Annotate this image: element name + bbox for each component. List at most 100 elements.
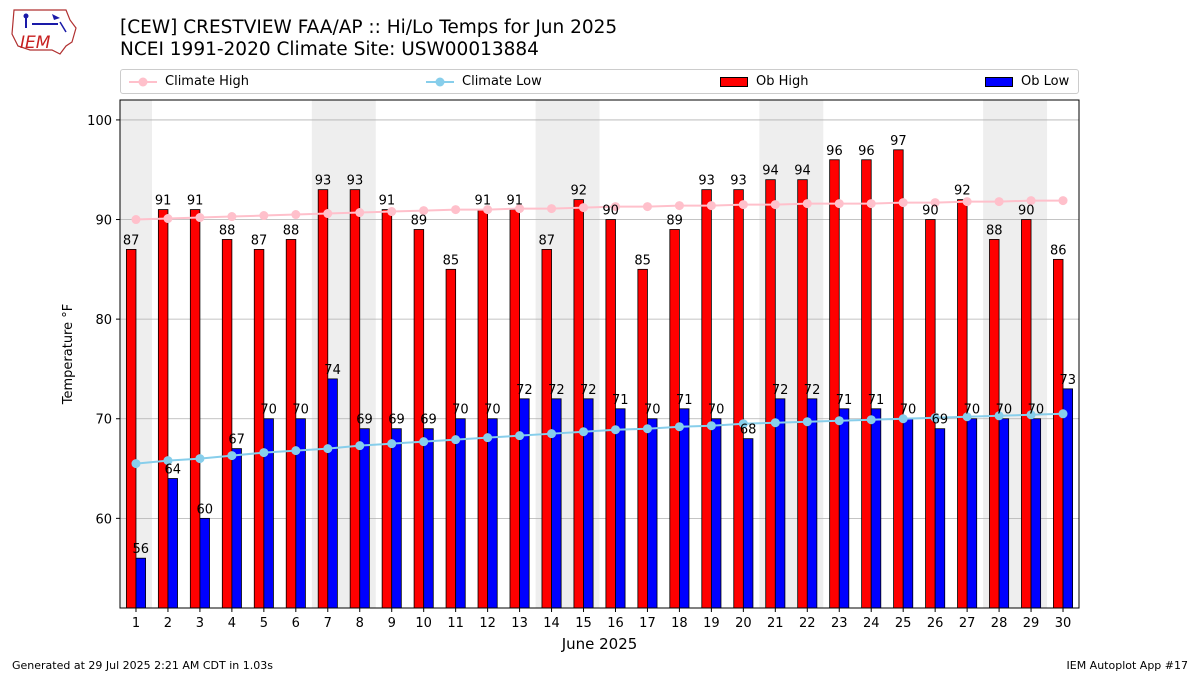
ob-high-value-label: 91 bbox=[187, 194, 204, 209]
ob-low-value-label: 67 bbox=[228, 433, 245, 448]
x-tick-label: 20 bbox=[735, 616, 752, 631]
bars bbox=[125, 149, 1074, 609]
x-tick-label: 10 bbox=[415, 616, 432, 631]
x-tick-label: 21 bbox=[767, 616, 784, 631]
legend-climate-low-label: Climate Low bbox=[462, 74, 542, 89]
x-tick-label: 18 bbox=[671, 616, 688, 631]
x-axis-label: June 2025 bbox=[561, 635, 638, 653]
ob-high-value-label: 91 bbox=[507, 194, 524, 209]
ob-low-bar bbox=[679, 408, 690, 609]
ob-high-swatch-icon bbox=[720, 76, 748, 87]
x-tick-label: 24 bbox=[863, 616, 880, 631]
ob-low-value-label: 60 bbox=[196, 502, 213, 517]
climate-high-point bbox=[515, 204, 525, 214]
gridlines bbox=[120, 119, 1079, 519]
climate-low-point bbox=[451, 435, 461, 445]
ob-high-value-label: 87 bbox=[538, 233, 555, 248]
app-credit: IEM Autoplot App #17 bbox=[1066, 659, 1189, 672]
x-tick-label: 23 bbox=[831, 616, 848, 631]
ob-low-bar bbox=[519, 398, 530, 609]
ob-high-value-label: 90 bbox=[602, 204, 619, 219]
x-tick-label: 2 bbox=[164, 616, 172, 631]
ob-low-value-label: 64 bbox=[164, 463, 181, 478]
ob-low-bar bbox=[774, 398, 786, 609]
climate-low-point bbox=[930, 413, 940, 423]
x-tick-label: 19 bbox=[703, 616, 720, 631]
x-tick-label: 8 bbox=[356, 616, 364, 631]
ob-low-bar bbox=[199, 517, 210, 609]
climate-high-point bbox=[1026, 196, 1036, 206]
ob-low-value-label: 69 bbox=[420, 413, 437, 428]
climate-high-point bbox=[770, 200, 780, 210]
legend-ob-low: Ob Low bbox=[985, 70, 1069, 93]
ob-low-value-label: 71 bbox=[868, 393, 885, 408]
ob-low-bar bbox=[647, 418, 658, 609]
ob-high-bar bbox=[701, 189, 712, 609]
climate-low-point bbox=[259, 448, 269, 458]
ob-high-bar bbox=[637, 268, 648, 609]
ob-high-bar bbox=[381, 209, 393, 609]
ob-low-bar bbox=[966, 418, 978, 609]
ob-high-bar bbox=[893, 149, 904, 609]
ob-high-bar bbox=[989, 239, 1000, 609]
x-tick-label: 27 bbox=[959, 616, 976, 631]
ob-high-value-label: 89 bbox=[411, 213, 428, 228]
climate-low-point bbox=[962, 412, 972, 422]
climate-low-point bbox=[323, 444, 333, 454]
climate-low-point bbox=[163, 456, 173, 466]
ob-high-bar bbox=[861, 159, 872, 609]
ob-high-bar bbox=[733, 189, 744, 609]
y-tick-label: 80 bbox=[95, 313, 112, 328]
ob-low-bar bbox=[487, 418, 498, 609]
ob-high-value-label: 97 bbox=[890, 134, 907, 149]
climate-high-point bbox=[1058, 196, 1068, 206]
ob-low-value-label: 70 bbox=[644, 403, 661, 418]
ob-low-value-label: 71 bbox=[676, 393, 693, 408]
ob-high-value-label: 96 bbox=[826, 144, 843, 159]
x-tick-label: 29 bbox=[1023, 616, 1040, 631]
ob-high-bar bbox=[317, 189, 329, 609]
y-tick-label: 90 bbox=[95, 214, 112, 229]
climate-high-point bbox=[898, 198, 908, 208]
ob-low-value-label: 72 bbox=[548, 383, 565, 398]
x-tick-label: 25 bbox=[895, 616, 912, 631]
logo-text: IEM bbox=[20, 33, 51, 53]
ob-low-bar bbox=[1062, 388, 1074, 609]
climate-low-point bbox=[195, 454, 205, 464]
climate-low-line-icon bbox=[426, 77, 454, 86]
ob-low-value-label: 70 bbox=[292, 403, 309, 418]
climate-high-point bbox=[227, 212, 237, 222]
ob-low-value-label: 69 bbox=[388, 413, 405, 428]
x-tick-label: 11 bbox=[447, 616, 464, 631]
ob-low-bar bbox=[1030, 418, 1042, 609]
climate-low-point bbox=[898, 414, 908, 424]
chart-subtitle: NCEI 1991-2020 Climate Site: USW00013884 bbox=[120, 39, 539, 60]
ob-high-value-label: 90 bbox=[1018, 204, 1035, 219]
ob-high-value-label: 85 bbox=[443, 253, 460, 268]
climate-high-point bbox=[579, 203, 589, 213]
ob-high-value-label: 86 bbox=[1050, 243, 1067, 258]
climate-low-point bbox=[674, 422, 684, 432]
climate-high-point bbox=[163, 214, 173, 224]
chart-title: [CEW] CRESTVIEW FAA/AP :: Hi/Lo Temps fo… bbox=[120, 17, 618, 38]
x-tick-label: 3 bbox=[196, 616, 204, 631]
ob-high-value-label: 91 bbox=[155, 194, 172, 209]
y-tick-label: 70 bbox=[95, 413, 112, 428]
climate-high-point bbox=[834, 199, 844, 209]
ob-low-value-label: 73 bbox=[1060, 373, 1077, 388]
climate-high-point bbox=[994, 197, 1004, 207]
ob-low-value-label: 70 bbox=[708, 403, 725, 418]
ob-high-value-label: 94 bbox=[762, 164, 779, 179]
ob-high-bar bbox=[829, 159, 840, 609]
climate-low-point bbox=[483, 433, 493, 443]
climate-low-point bbox=[802, 417, 812, 427]
climate-high-point bbox=[802, 199, 812, 209]
plot-frame bbox=[119, 99, 1080, 609]
ob-low-bar bbox=[615, 408, 626, 609]
climate-high-point bbox=[547, 204, 557, 214]
legend-climate-low: Climate Low bbox=[426, 70, 542, 93]
climate-high-point bbox=[930, 198, 940, 208]
ob-high-value-label: 93 bbox=[347, 174, 364, 189]
ob-low-value-label: 70 bbox=[452, 403, 469, 418]
ob-low-bar bbox=[391, 428, 402, 609]
